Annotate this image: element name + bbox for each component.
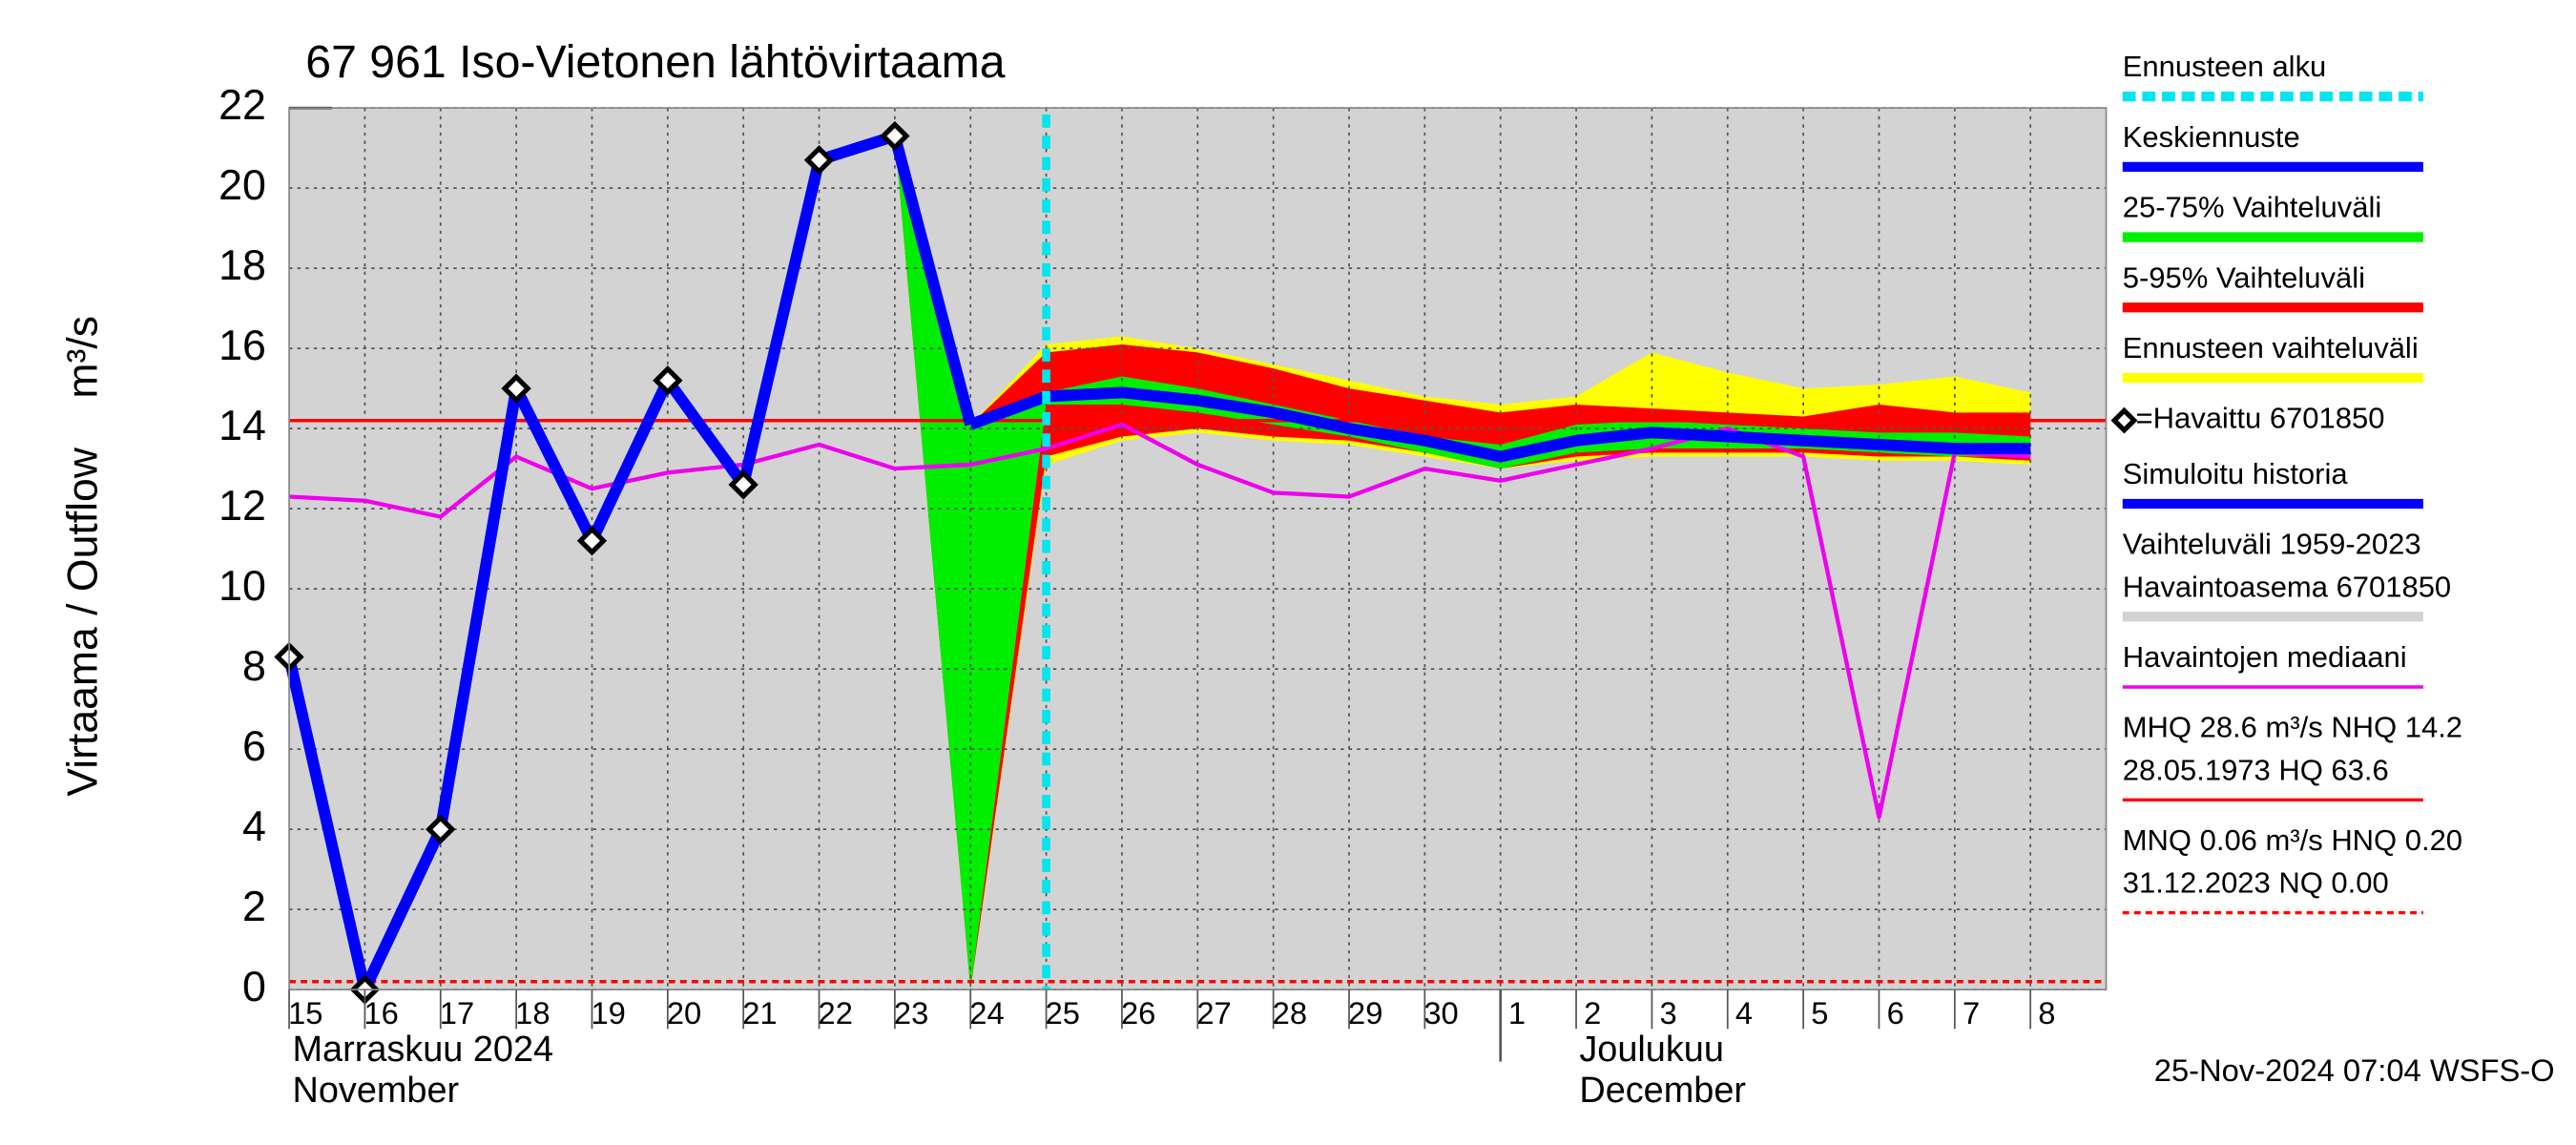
legend-label: 28.05.1973 HQ 63.6 <box>2123 753 2389 786</box>
x-tick-label: 6 <box>1887 995 1904 1030</box>
x-tick-label: 29 <box>1348 995 1382 1030</box>
observed-marker <box>501 373 531 404</box>
x-tick-label: 5 <box>1811 995 1828 1030</box>
month-label: December <box>1579 1071 1746 1111</box>
y-tick-label: 8 <box>242 643 266 690</box>
y-axis-label-part: Virtaama / Outflow <box>59 447 106 796</box>
x-tick-label: 25 <box>1046 995 1080 1030</box>
x-tick-label: 21 <box>742 995 777 1030</box>
x-tick-label: 2 <box>1584 995 1601 1030</box>
observed-marker <box>880 120 910 152</box>
x-tick-label: 20 <box>667 995 701 1030</box>
legend-marker <box>2110 406 2138 434</box>
observed-marker <box>576 526 608 556</box>
y-axis-label-part: m³/s <box>59 316 106 399</box>
legend-label: MNQ 0.06 m³/s HNQ 0.20 <box>2123 823 2462 857</box>
legend-label: Havaintoasema 6701850 <box>2123 570 2451 603</box>
observed-marker <box>728 469 758 500</box>
legend-label: 5-95% Vaihteluväli <box>2123 260 2365 294</box>
forecast-band <box>894 135 2031 990</box>
legend-label: 31.12.2023 NQ 0.00 <box>2123 866 2389 900</box>
y-tick-label: 20 <box>218 162 266 209</box>
legend-label: Vaihteluväli 1959-2023 <box>2123 528 2421 561</box>
legend-label: 25-75% Vaihteluväli <box>2123 191 2381 224</box>
x-tick-label: 8 <box>2038 995 2055 1030</box>
y-tick-label: 22 <box>218 82 266 129</box>
y-axis-label: Virtaama / Outflow m³/s <box>59 316 106 797</box>
legend-label: Ennusteen alku <box>2123 50 2327 83</box>
x-tick-label: 7 <box>1963 995 1980 1030</box>
legend-label: =Havaittu 6701850 <box>2136 402 2385 435</box>
x-tick-label: 16 <box>364 995 398 1030</box>
x-tick-label: 15 <box>288 995 322 1030</box>
chart-title: 67 961 Iso-Vietonen lähtövirtaama <box>305 36 1006 88</box>
footer: 25-Nov-2024 07:04 WSFS-O <box>2154 1052 2555 1088</box>
y-tick-label: 14 <box>218 403 266 449</box>
x-tick-label: 27 <box>1196 995 1231 1030</box>
y-tick-label: 0 <box>242 964 266 1010</box>
series-line <box>968 386 2031 463</box>
y-tick-label: 18 <box>218 242 266 289</box>
series-line <box>283 130 977 996</box>
y-tick-label: 10 <box>218 563 266 610</box>
y-tick-label: 2 <box>242 884 266 930</box>
x-tick-label: 26 <box>1121 995 1155 1030</box>
month-label: November <box>293 1071 460 1111</box>
x-tick-label: 1 <box>1508 995 1526 1030</box>
legend-label: Keskiennuste <box>2123 120 2300 154</box>
x-tick-label: 22 <box>819 995 853 1030</box>
x-tick-label: 30 <box>1423 995 1458 1030</box>
x-tick-label: 19 <box>592 995 626 1030</box>
y-tick-label: 4 <box>242 803 266 850</box>
y-tick-label: 12 <box>218 483 266 530</box>
legend-label: Havaintojen mediaani <box>2123 640 2407 674</box>
x-tick-label: 28 <box>1273 995 1307 1030</box>
month-label: Marraskuu 2024 <box>293 1030 554 1070</box>
x-tick-label: 24 <box>969 995 1004 1030</box>
x-tick-label: 18 <box>515 995 550 1030</box>
observed-marker <box>426 814 456 844</box>
x-tick-label: 3 <box>1660 995 1677 1030</box>
x-tick-label: 17 <box>440 995 474 1030</box>
observed-marker <box>653 365 683 396</box>
x-tick-label: 23 <box>894 995 928 1030</box>
observed-marker <box>803 145 835 176</box>
legend-label: Ennusteen vaihteluväli <box>2123 331 2419 364</box>
x-tick-label: 4 <box>1735 995 1753 1030</box>
legend-label: Simuloitu historia <box>2123 457 2349 490</box>
y-tick-label: 16 <box>218 323 266 369</box>
legend-label: MHQ 28.6 m³/s NHQ 14.2 <box>2123 711 2462 744</box>
y-tick-label: 6 <box>242 723 266 770</box>
month-label: Joulukuu <box>1579 1030 1724 1070</box>
